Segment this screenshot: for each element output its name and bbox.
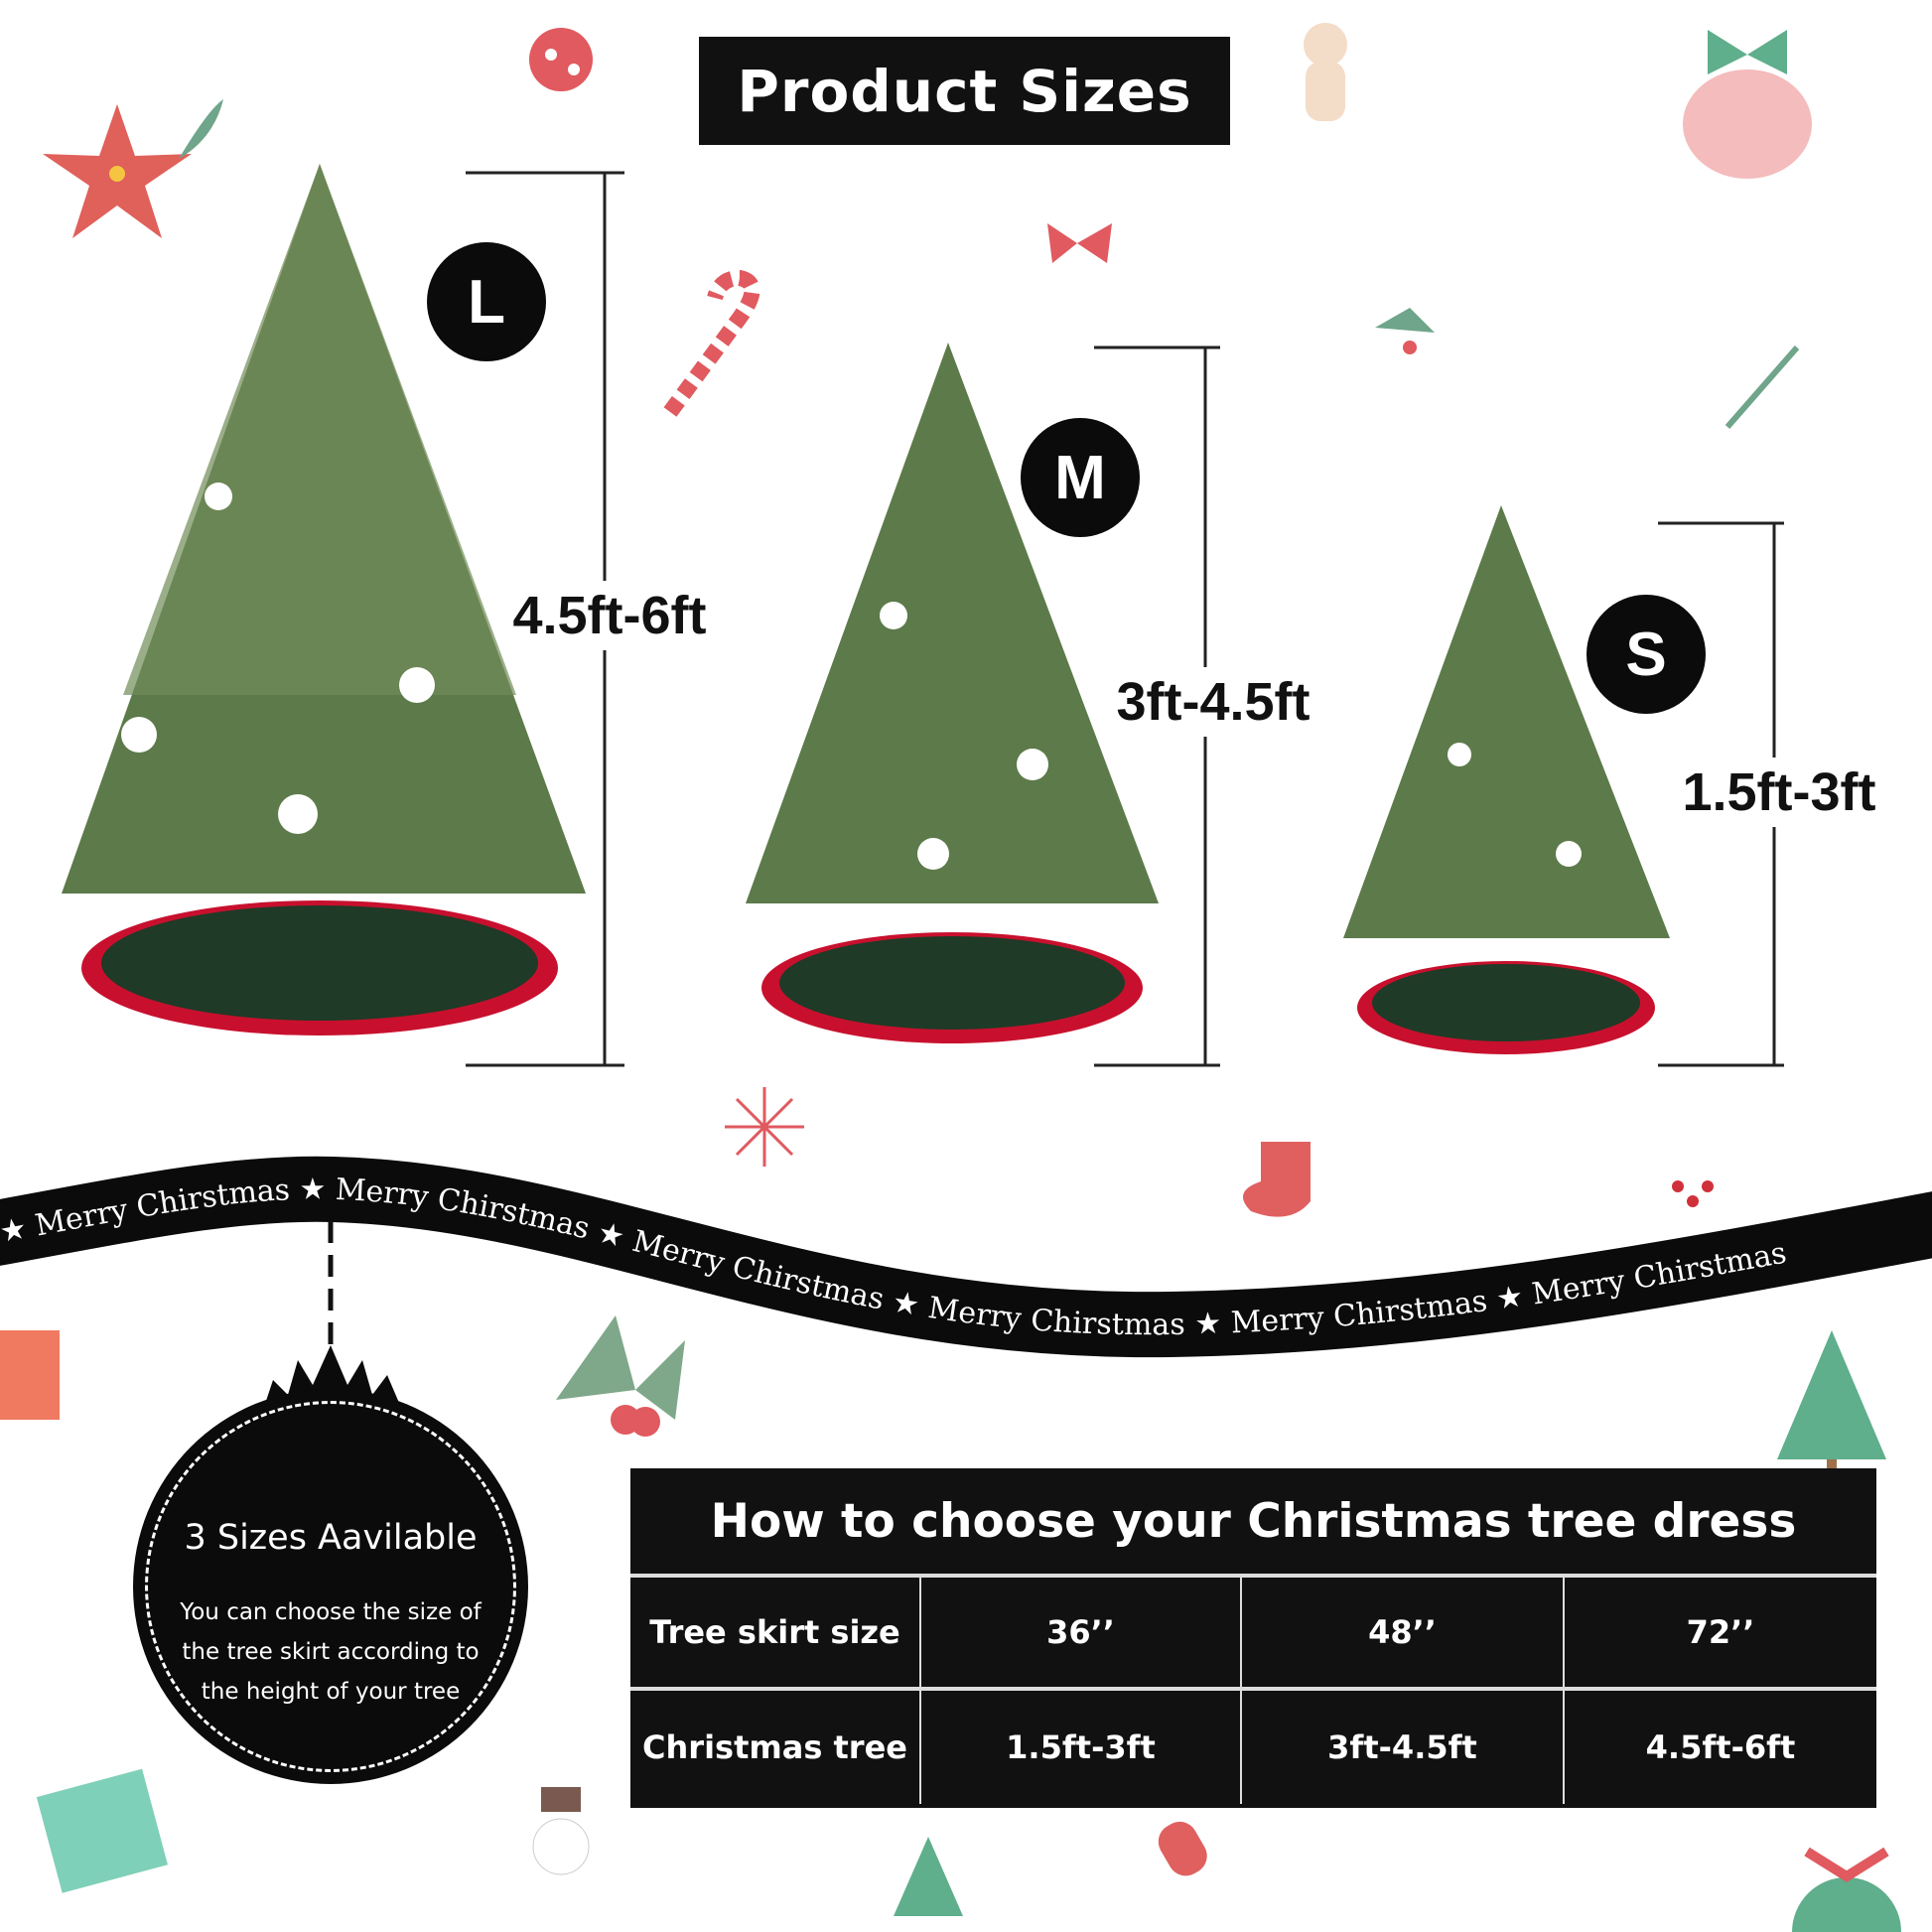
table-cell: 72’’ — [1686, 1613, 1755, 1651]
twig-icon — [1725, 345, 1800, 429]
table-cell: 1.5ft-3ft — [921, 1691, 1242, 1804]
holly-leaf-icon — [179, 99, 223, 159]
size-range-l: 4.5ft-6ft — [512, 581, 707, 650]
size-badge-m: M — [1021, 418, 1140, 537]
bauble-bow-icon — [1683, 30, 1812, 179]
bauble-icon — [1792, 1847, 1901, 1932]
ribbon-banner: ★ Merry Chirstmas ★ Merry Chirstmas ★ Me… — [0, 1092, 1932, 1390]
table-row: Christmas tree 1.5ft-3ft 3ft-4.5ft 4.5ft… — [630, 1691, 1876, 1804]
gift-icon — [0, 1330, 168, 1893]
row-label: Christmas tree — [630, 1691, 921, 1804]
table-cell: 48’’ — [1242, 1578, 1565, 1687]
size-range-s: 1.5ft-3ft — [1682, 758, 1876, 827]
mitten-icon — [1158, 1821, 1207, 1876]
table-cell: 3ft-4.5ft — [1242, 1691, 1565, 1804]
poinsettia-icon — [43, 104, 192, 238]
candy-cane-icon — [663, 269, 760, 417]
holly-large-icon — [556, 1315, 685, 1437]
bow-icon — [1047, 223, 1112, 263]
stocking-icon — [1243, 1142, 1311, 1217]
page-title: Product Sizes — [699, 37, 1230, 145]
snowman-icon — [532, 1787, 590, 1875]
ornament-title: 3 Sizes Aavilable — [184, 1518, 478, 1558]
holly-icon — [1375, 308, 1435, 354]
size-range-m: 3ft-4.5ft — [1116, 667, 1311, 737]
ornament-ball-icon — [529, 28, 593, 91]
sizes-available-ornament: 3 Sizes Aavilable You can choose the siz… — [133, 1389, 528, 1784]
table-row: Tree skirt size 36’’ 48’’ 72’’ — [630, 1578, 1876, 1691]
size-badge-s: S — [1587, 595, 1706, 714]
size-table: How to choose your Christmas tree dress … — [630, 1468, 1876, 1808]
snowflake-icon — [725, 1087, 804, 1167]
ornament-body: You can choose the size of the tree skir… — [180, 1599, 482, 1705]
tree-large — [62, 164, 586, 1035]
tree-medium — [746, 343, 1159, 1043]
berries-icon — [1672, 1180, 1714, 1207]
table-cell: 36’’ — [921, 1578, 1242, 1687]
table-cell: 4.5ft-6ft — [1645, 1728, 1796, 1766]
trees — [62, 164, 1784, 1067]
gingerbread-icon — [1304, 23, 1347, 121]
tree-small — [1343, 505, 1670, 1054]
row-label: Tree skirt size — [630, 1578, 921, 1687]
table-title: How to choose your Christmas tree dress — [630, 1468, 1876, 1578]
size-badge-l: L — [427, 242, 546, 361]
